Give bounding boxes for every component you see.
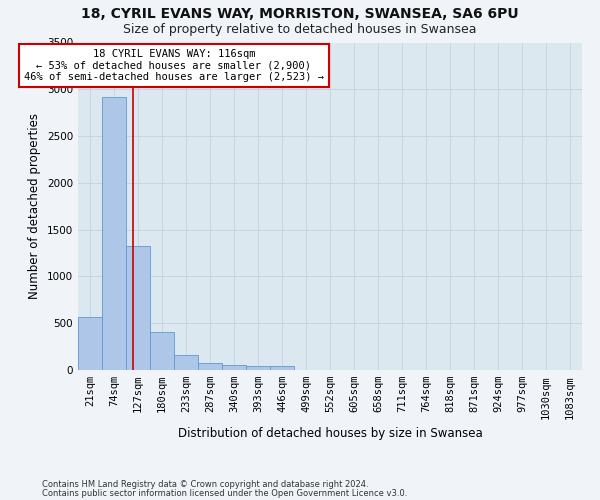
Bar <box>222 365 246 370</box>
Text: 18, CYRIL EVANS WAY, MORRISTON, SWANSEA, SA6 6PU: 18, CYRIL EVANS WAY, MORRISTON, SWANSEA,… <box>81 8 519 22</box>
Bar <box>150 332 174 370</box>
Bar <box>78 316 102 370</box>
Bar <box>198 362 222 370</box>
Bar <box>102 97 126 370</box>
Text: Contains public sector information licensed under the Open Government Licence v3: Contains public sector information licen… <box>42 489 407 498</box>
Text: Contains HM Land Registry data © Crown copyright and database right 2024.: Contains HM Land Registry data © Crown c… <box>42 480 368 489</box>
Bar <box>270 366 294 370</box>
Y-axis label: Number of detached properties: Number of detached properties <box>28 114 41 299</box>
Bar <box>246 366 270 370</box>
X-axis label: Distribution of detached houses by size in Swansea: Distribution of detached houses by size … <box>178 427 482 440</box>
Text: Size of property relative to detached houses in Swansea: Size of property relative to detached ho… <box>123 22 477 36</box>
Text: 18 CYRIL EVANS WAY: 116sqm
← 53% of detached houses are smaller (2,900)
46% of s: 18 CYRIL EVANS WAY: 116sqm ← 53% of deta… <box>24 49 324 82</box>
Bar <box>126 246 150 370</box>
Bar <box>174 356 198 370</box>
